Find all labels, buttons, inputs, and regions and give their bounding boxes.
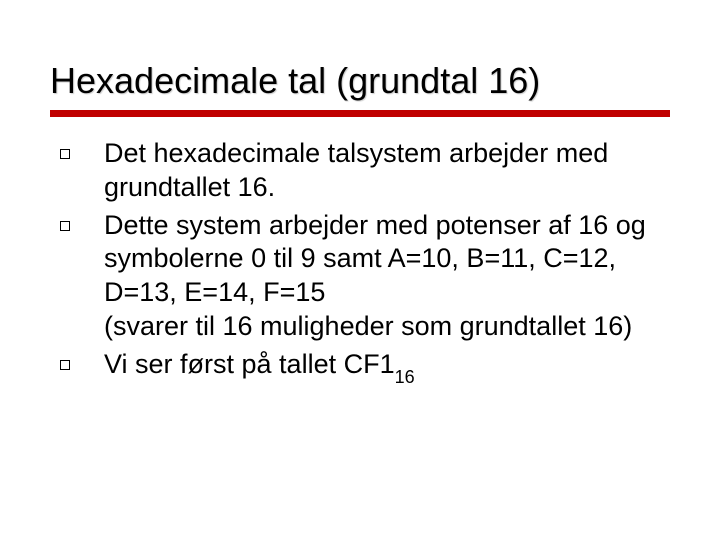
title-underline	[50, 110, 670, 117]
bullet-icon	[60, 209, 104, 231]
bullet-text: Dette system arbejder med potenser af 16…	[104, 209, 670, 344]
bullet-icon	[60, 137, 104, 159]
bullet-text-prefix: Vi ser først på tallet CF1	[104, 349, 395, 379]
list-item: Dette system arbejder med potenser af 16…	[60, 209, 670, 344]
bullet-text: Det hexadecimale talsystem arbejder med …	[104, 137, 670, 205]
slide: Hexadecimale tal (grundtal 16) Det hexad…	[0, 0, 720, 540]
bullet-text-main: Dette system arbejder med potenser af 16…	[104, 210, 646, 308]
subscript: 16	[395, 367, 415, 387]
bullet-text: Vi ser først på tallet CF116	[104, 348, 415, 385]
list-item: Vi ser først på tallet CF116	[60, 348, 670, 385]
bullet-text-continuation: (svarer til 16 muligheder som grundtalle…	[104, 311, 632, 341]
list-item: Det hexadecimale talsystem arbejder med …	[60, 137, 670, 205]
content-area: Det hexadecimale talsystem arbejder med …	[50, 137, 670, 384]
bullet-icon	[60, 348, 104, 370]
slide-title: Hexadecimale tal (grundtal 16)	[50, 60, 670, 102]
